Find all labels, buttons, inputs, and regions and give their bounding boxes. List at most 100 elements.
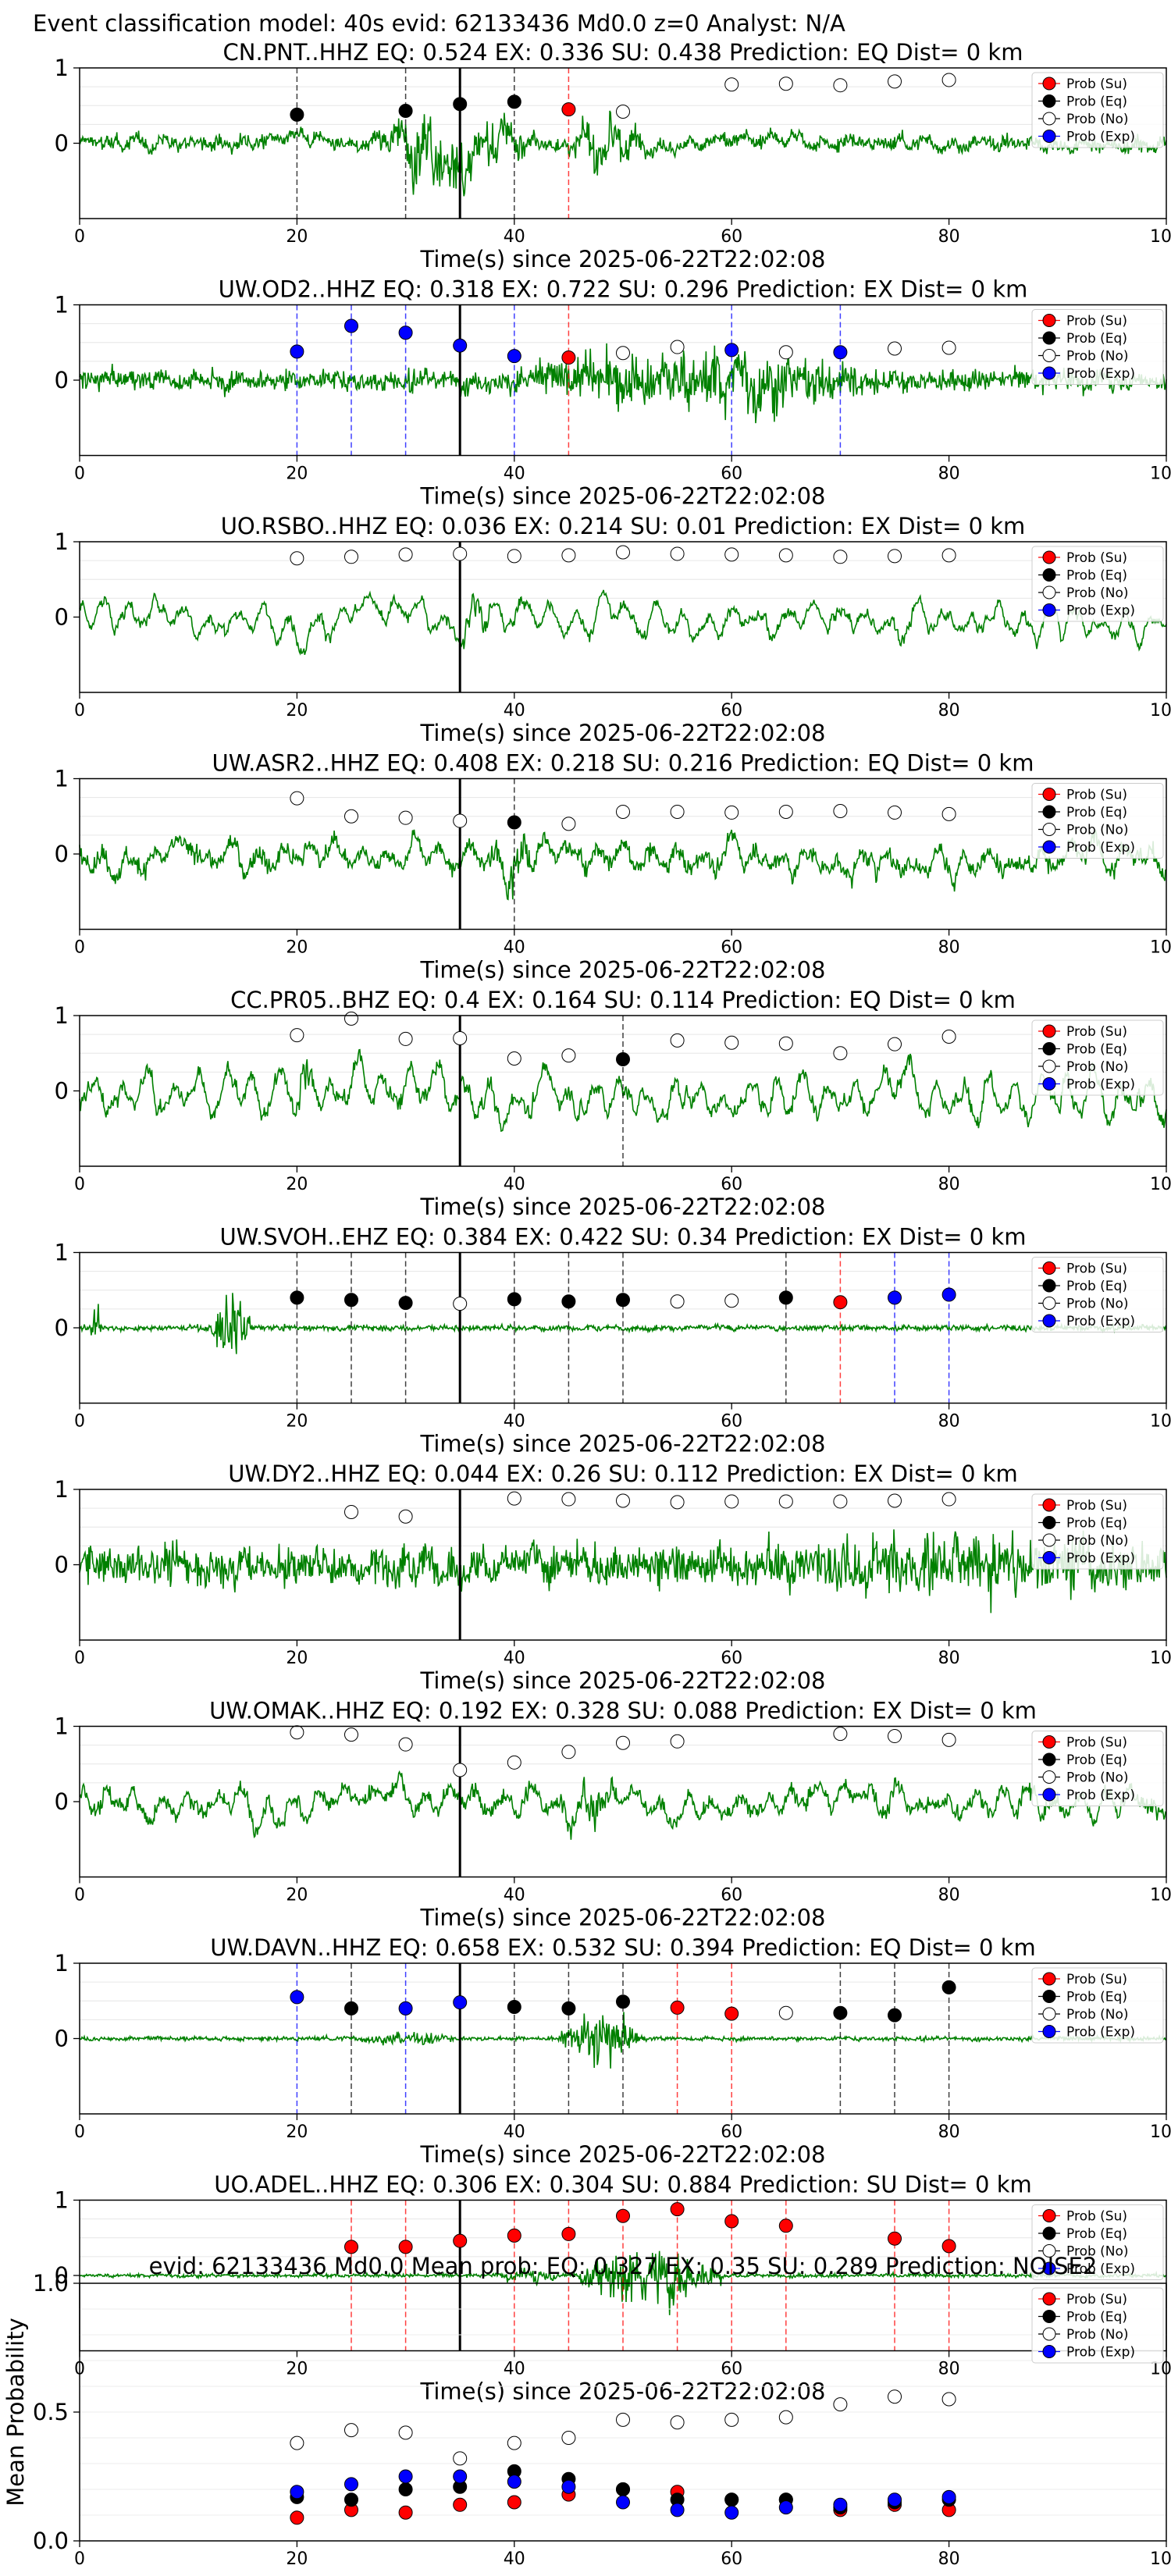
prob-marker-eq (290, 107, 304, 122)
prob-marker-no (778, 548, 793, 563)
legend-box (1031, 309, 1164, 385)
prob-marker-eq (344, 1293, 358, 1308)
prob-marker-no (888, 341, 902, 356)
prob-marker-no (724, 547, 739, 562)
prob-marker-no (724, 805, 739, 820)
mean-marker-no (941, 2392, 956, 2407)
x-tick-label: 0 (74, 1175, 85, 1194)
legend-label: Prob (Eq) (1066, 1042, 1127, 1058)
prob-marker-no (290, 791, 304, 806)
x-tick-label: 80 (938, 2360, 960, 2379)
x-tick-label: 20 (286, 464, 308, 484)
legend-label: Prob (Su) (1066, 1498, 1127, 1514)
legend-label: Prob (Su) (1066, 76, 1127, 92)
x-tick-label: 40 (504, 2549, 525, 2569)
x-tick-label: 20 (286, 1649, 308, 1668)
waveform-panel-uw-od2--hhz: UW.OD2..HHZ EQ: 0.318 EX: 0.722 SU: 0.29… (55, 276, 1171, 510)
legend-marker-no (1042, 1059, 1056, 1073)
prob-marker-su (616, 2208, 630, 2223)
y-tick-label: 0 (55, 130, 69, 157)
legend-marker-eq (1042, 1516, 1056, 1529)
x-axis-label: Time(s) since 2025-06-22T22:02:08 (420, 483, 826, 510)
prob-marker-exp (290, 344, 304, 359)
x-tick-label: 80 (938, 938, 960, 958)
waveform-panel-uo-adel--hhz: UO.ADEL..HHZ EQ: 0.306 EX: 0.304 SU: 0.8… (55, 2172, 1171, 2405)
x-tick-label: 40 (504, 227, 525, 247)
mean-marker-exp (670, 2503, 685, 2517)
prob-marker-no (833, 1046, 848, 1061)
prob-marker-no (833, 550, 848, 564)
waveform-trace (79, 343, 1167, 424)
prob-marker-no (561, 1492, 576, 1507)
mean-marker-no (290, 2435, 304, 2450)
legend-label: Prob (Exp) (1066, 840, 1135, 856)
prob-marker-no (778, 1036, 793, 1051)
legend-marker-no (1042, 1533, 1056, 1547)
panel-title: UW.OMAK..HHZ EQ: 0.192 EX: 0.328 SU: 0.0… (209, 1698, 1037, 1724)
prob-marker-eq (941, 1980, 956, 1994)
x-tick-label: 60 (721, 2549, 742, 2569)
legend-label: Prob (Eq) (1066, 1279, 1127, 1294)
x-tick-label: 80 (938, 1412, 960, 1432)
mean-marker-su (398, 2505, 413, 2520)
x-tick-label: 20 (286, 1412, 308, 1432)
legend-label: Prob (No) (1066, 2327, 1129, 2343)
x-tick-label: 20 (286, 701, 308, 720)
prob-marker-no (670, 804, 685, 819)
mean-marker-exp (724, 2505, 739, 2520)
legend-marker-exp (1042, 2261, 1056, 2275)
waveform-trace (79, 110, 1167, 197)
mean-marker-no (616, 2412, 630, 2427)
waveform-trace (79, 1770, 1167, 1840)
y-tick-label: 0.5 (33, 2399, 69, 2425)
prob-marker-su (670, 2202, 685, 2217)
prob-marker-no (290, 551, 304, 566)
legend-marker-su (1042, 1024, 1056, 1038)
prob-marker-exp (398, 2001, 413, 2016)
prob-marker-no (453, 813, 468, 828)
x-tick-label: 80 (938, 1649, 960, 1668)
x-tick-label: 100 (1150, 1175, 1171, 1194)
y-tick-label: 1 (55, 766, 69, 792)
prob-marker-eq (344, 2001, 358, 2016)
x-tick-label: 20 (286, 2549, 308, 2569)
prob-marker-su (778, 2218, 793, 2233)
legend-marker-no (1042, 585, 1056, 600)
x-tick-label: 60 (721, 2360, 742, 2379)
mean-marker-no (778, 2410, 793, 2425)
panel-title: UO.ADEL..HHZ EQ: 0.306 EX: 0.304 SU: 0.8… (214, 2172, 1032, 2198)
y-tick-label: 1.0 (33, 2270, 69, 2297)
mean-marker-no (724, 2412, 739, 2427)
legend-marker-eq (1042, 805, 1056, 819)
y-tick-label: 1 (55, 2187, 69, 2214)
x-tick-label: 80 (938, 1886, 960, 1905)
panel-title: CN.PNT..HHZ EQ: 0.524 EX: 0.336 SU: 0.43… (223, 39, 1023, 66)
mean-marker-su (453, 2497, 468, 2512)
legend-label: Prob (Exp) (1066, 1551, 1135, 1567)
x-tick-label: 40 (504, 464, 525, 484)
legend-label: Prob (No) (1066, 585, 1129, 601)
prob-marker-exp (941, 1287, 956, 1302)
prob-marker-no (888, 74, 902, 89)
legend-marker-exp (1042, 603, 1056, 617)
x-tick-label: 0 (74, 701, 85, 720)
legend-label: Prob (Eq) (1066, 1990, 1127, 2005)
legend-label: Prob (Eq) (1066, 1752, 1127, 1768)
waveform-panel-uw-dy2--hhz: UW.DY2..HHZ EQ: 0.044 EX: 0.26 SU: 0.112… (55, 1461, 1171, 1694)
x-tick-label: 40 (504, 1649, 525, 1668)
prob-marker-no (453, 1763, 468, 1777)
x-tick-label: 20 (286, 1175, 308, 1194)
mean-marker-exp (398, 2469, 413, 2484)
x-tick-label: 40 (504, 2122, 525, 2142)
prob-marker-eq (616, 1293, 630, 1308)
x-tick-label: 20 (286, 938, 308, 958)
prob-marker-no (344, 1727, 358, 1742)
mean-marker-exp (561, 2479, 576, 2494)
mean-marker-no (561, 2431, 576, 2445)
prob-marker-su (888, 2231, 902, 2246)
prob-marker-no (507, 549, 521, 564)
legend-label: Prob (Eq) (1066, 2226, 1127, 2242)
prob-marker-no (724, 1293, 739, 1308)
y-tick-label: 0 (55, 367, 69, 393)
